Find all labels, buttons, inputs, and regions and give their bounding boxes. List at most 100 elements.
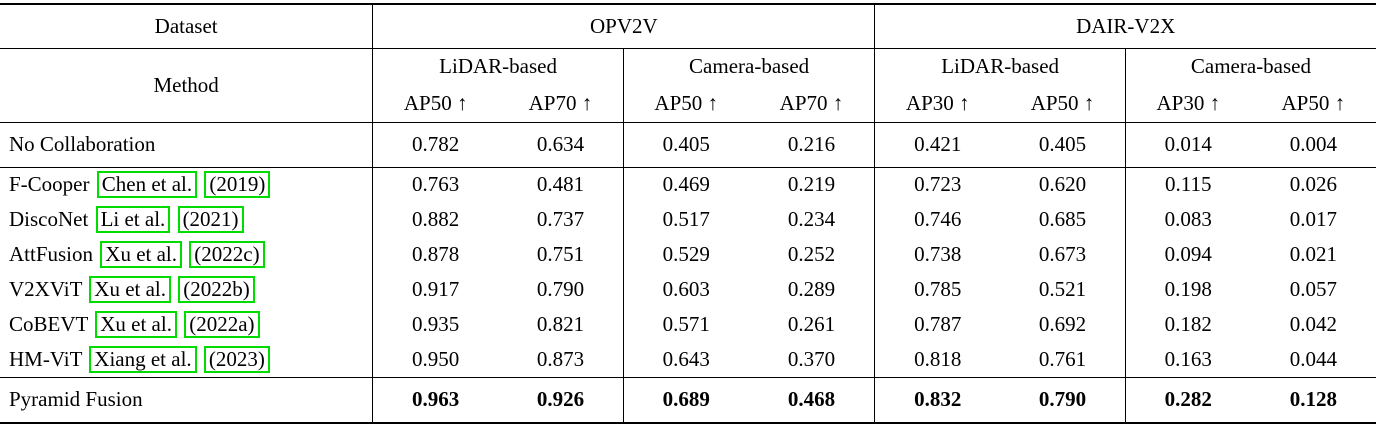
value-cell: 0.950 — [372, 342, 499, 378]
value-cell: 0.252 — [787, 242, 836, 266]
method-name: V2XViT — [9, 277, 83, 301]
value-cell: 0.198 — [1124, 272, 1251, 307]
value-cell: 0.405 — [622, 122, 749, 168]
value-cell: 0.234 — [787, 207, 836, 231]
citation-authors-link[interactable]: Xu et al. — [95, 311, 177, 338]
value-cell: 0.026 — [1289, 172, 1337, 197]
value-cell: 0.289 — [787, 277, 836, 301]
value-cell: 0.014 — [1124, 122, 1251, 168]
dataset-label: Dataset — [0, 4, 373, 49]
dataset-name-dair-v2x: DAIR-V2X — [874, 4, 1376, 49]
value-cell: 0.882 — [372, 202, 499, 237]
group-dair-lidar: LiDAR-based — [874, 48, 1126, 85]
value-cell: 0.421 — [874, 122, 1001, 168]
value-cell: 0.044 — [1250, 342, 1376, 378]
method-name: DiscoNet — [9, 207, 89, 231]
value-cell: 0.763 — [372, 167, 499, 202]
value-cell: 0.751 — [536, 242, 585, 266]
value-cell: 0.878 — [372, 237, 499, 272]
dataset-header-row: Dataset OPV2V DAIR-V2X — [0, 4, 1376, 49]
method-name: HM-ViT — [9, 346, 83, 371]
method-cell: CoBEVT Xu et al. (2022a) — [0, 307, 373, 342]
value-cell: 0.468 — [787, 387, 836, 412]
value-cell: 0.529 — [622, 237, 749, 272]
citation-year-link[interactable]: (2022b) — [178, 276, 255, 303]
value-cell: 0.873 — [498, 342, 624, 378]
value-cell: 0.042 — [1289, 312, 1337, 336]
method-name: CoBEVT — [9, 312, 88, 336]
value-cell: 0.634 — [498, 122, 624, 168]
value-cell: 0.818 — [874, 342, 1001, 378]
citation-authors-link[interactable]: Xu et al. — [100, 241, 183, 268]
value-cell: 0.785 — [874, 272, 1001, 307]
value-cell: 0.821 — [536, 312, 585, 336]
method-name: No Collaboration — [9, 132, 156, 156]
group-opv2v-camera: Camera-based — [622, 48, 875, 85]
value-cell: 0.115 — [1124, 167, 1251, 202]
citation-authors-link[interactable]: Li et al. — [95, 206, 171, 233]
value-cell: 0.261 — [787, 312, 836, 336]
method-name: AttFusion — [9, 242, 94, 266]
value-cell: 0.790 — [536, 277, 585, 301]
value-cell: 0.737 — [536, 207, 585, 231]
metric-header-row: AP50 ↑ AP70 ↑ AP50 ↑ AP70 ↑ AP30 ↑ AP50 … — [0, 85, 1376, 123]
citation-year-link[interactable]: (2019) — [204, 171, 271, 199]
value-cell: 0.021 — [1289, 242, 1337, 266]
value-cell: 0.405 — [1000, 122, 1126, 168]
citation-year-link[interactable]: (2022c) — [189, 241, 265, 268]
citation-year-link[interactable]: (2023) — [203, 345, 270, 373]
value-cell: 0.761 — [1000, 342, 1126, 378]
citation-authors-link[interactable]: Chen et al. — [96, 171, 198, 199]
value-cell: 0.620 — [1038, 172, 1087, 197]
value-cell: 0.689 — [622, 377, 749, 423]
value-cell: 0.673 — [1038, 242, 1087, 266]
table-row-pyramid-fusion: Pyramid Fusion 0.963 0.926 0.689 0.468 0… — [0, 377, 1376, 423]
value-cell: 0.746 — [874, 202, 1001, 237]
value-cell: 0.692 — [1038, 312, 1087, 336]
value-cell: 0.094 — [1124, 237, 1251, 272]
group-opv2v-lidar: LiDAR-based — [372, 48, 624, 85]
value-cell: 0.216 — [748, 122, 875, 168]
value-cell: 0.182 — [1124, 307, 1251, 342]
method-name: Pyramid Fusion — [9, 387, 143, 412]
table-row-hm-vit: HM-ViT Xiang et al. (2023) 0.950 0.873 0… — [0, 342, 1376, 378]
value-cell: 0.917 — [372, 272, 499, 307]
citation-authors-link[interactable]: Xu et al. — [89, 276, 172, 303]
group-dair-camera: Camera-based — [1124, 48, 1376, 85]
metric-col-header: AP50 ↑ — [1000, 85, 1126, 123]
table-row-disconet: DiscoNet Li et al. (2021) 0.882 0.737 0.… — [0, 202, 1376, 237]
value-cell: 0.723 — [874, 167, 1001, 202]
value-cell: 0.738 — [874, 237, 1001, 272]
value-cell: 0.163 — [1124, 342, 1251, 378]
table-row-no-collaboration: No Collaboration 0.782 0.634 0.405 0.216… — [0, 122, 1376, 168]
results-table: Dataset OPV2V DAIR-V2X Method LiDAR-base… — [0, 3, 1376, 424]
value-cell: 0.832 — [874, 377, 1001, 423]
table-row-f-cooper: F-Cooper Chen et al. (2019) 0.763 0.481 … — [0, 167, 1376, 202]
value-cell: 0.481 — [536, 172, 585, 197]
metric-col-header: AP70 ↑ — [748, 85, 875, 123]
method-cell: DiscoNet Li et al. (2021) — [0, 202, 373, 237]
value-cell: 0.004 — [1250, 122, 1376, 168]
value-cell: 0.935 — [372, 307, 499, 342]
metric-col-header: AP30 ↑ — [1124, 85, 1251, 123]
citation-authors-link[interactable]: Xiang et al. — [89, 345, 197, 373]
citation-year-link[interactable]: (2021) — [177, 206, 244, 233]
value-cell: 0.603 — [622, 272, 749, 307]
value-cell: 0.782 — [372, 122, 499, 168]
value-cell: 0.128 — [1289, 387, 1337, 412]
method-label: Method — [0, 48, 373, 123]
value-cell: 0.787 — [874, 307, 1001, 342]
method-cell: AttFusion Xu et al. (2022c) — [0, 237, 373, 272]
value-cell: 0.517 — [622, 202, 749, 237]
citation-year-link[interactable]: (2022a) — [184, 311, 260, 338]
value-cell: 0.926 — [536, 387, 585, 412]
metric-col-header: AP30 ↑ — [874, 85, 1001, 123]
value-cell: 0.790 — [1038, 387, 1087, 412]
value-cell: 0.571 — [622, 307, 749, 342]
value-cell: 0.643 — [622, 342, 749, 378]
table-row-v2xvit: V2XViT Xu et al. (2022b) 0.917 0.790 0.6… — [0, 272, 1376, 307]
dataset-name-opv2v: OPV2V — [372, 4, 875, 49]
value-cell: 0.370 — [748, 342, 875, 378]
table-row-attfusion: AttFusion Xu et al. (2022c) 0.878 0.751 … — [0, 237, 1376, 272]
method-cell: HM-ViT Xiang et al. (2023) — [0, 342, 373, 378]
